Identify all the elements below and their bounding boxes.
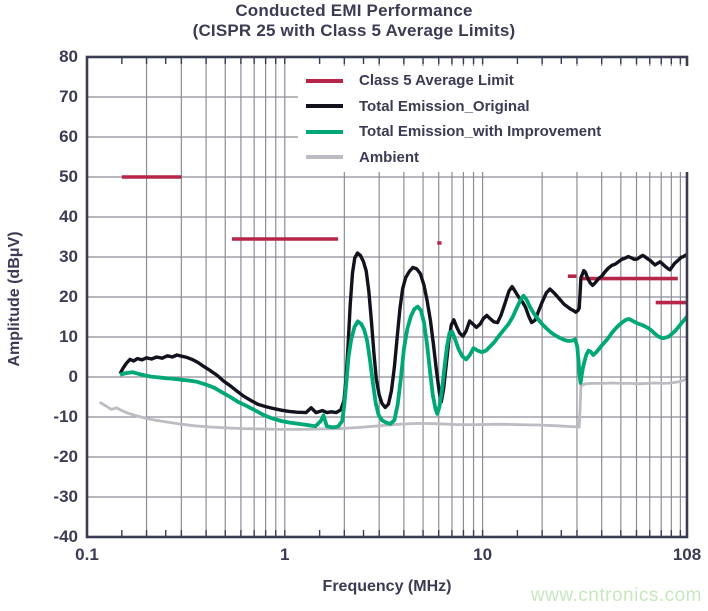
chart-title: Conducted EMI Performance	[235, 1, 473, 20]
y-tick-label: 60	[59, 127, 78, 146]
y-tick-label: -20	[53, 447, 78, 466]
y-tick-label: -40	[53, 527, 78, 546]
x-axis-title: Frequency (MHz)	[322, 578, 452, 595]
y-tick-label: 50	[59, 167, 78, 186]
x-tick-label: 10	[473, 545, 493, 564]
y-tick-label: 0	[68, 367, 78, 386]
legend-item-class5-limit: Class 5 Average Limit	[298, 69, 690, 93]
x-tick-label: 1	[280, 545, 290, 564]
legend: Class 5 Average Limit Total Emission_Ori…	[298, 66, 690, 172]
chart-subtitle: (CISPR 25 with Class 5 Average Limits)	[192, 21, 516, 40]
legend-item-original: Total Emission_Original	[298, 94, 690, 118]
y-tick-label: -10	[53, 407, 78, 426]
legend-item-improved: Total Emission_with Improvement	[298, 120, 690, 144]
legend-swatch-improved	[306, 129, 343, 134]
legend-swatch-ambient	[306, 155, 343, 160]
y-tick-label: 20	[59, 287, 78, 306]
y-tick-label: 80	[59, 47, 78, 66]
y-tick-label: -30	[53, 487, 78, 506]
legend-label: Total Emission_with Improvement	[359, 123, 602, 141]
legend-label: Total Emission_Original	[359, 97, 530, 115]
y-tick-label: 40	[59, 207, 78, 226]
watermark: www.cntronics.com	[530, 585, 702, 606]
x-tick-label: 0.1	[75, 545, 99, 564]
legend-label: Class 5 Average Limit	[359, 72, 514, 90]
y-axis-title: Amplitude (dBμV)	[6, 231, 23, 367]
y-tick-label: 70	[59, 87, 78, 106]
legend-item-ambient: Ambient	[298, 145, 690, 169]
legend-label: Ambient	[359, 148, 419, 166]
legend-swatch-limit	[306, 78, 343, 83]
legend-swatch-original	[306, 104, 343, 109]
x-tick-label: 108	[672, 545, 702, 564]
y-tick-label: 30	[59, 247, 78, 266]
y-tick-label: 10	[59, 327, 78, 346]
